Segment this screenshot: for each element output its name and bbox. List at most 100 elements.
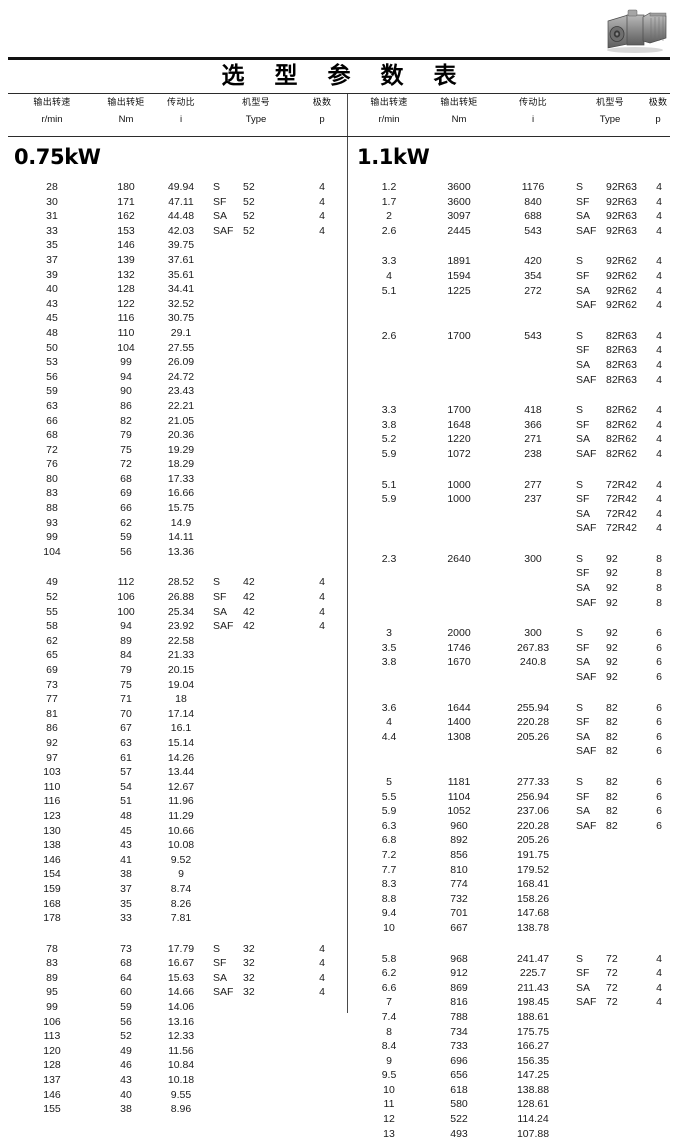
cell-torque: 90 <box>120 385 132 398</box>
cell-torque: 51 <box>120 795 132 808</box>
table-row: 130 45 10.66 <box>8 824 347 839</box>
cell-type: S 82R63 <box>576 329 664 344</box>
cell-poles: 4 <box>656 373 662 386</box>
cell-torque: 1670 <box>447 656 471 669</box>
cell-torque: 892 <box>450 834 468 847</box>
cell-ratio: 42.03 <box>167 224 195 237</box>
cell-ratio: 114.24 <box>517 1113 549 1126</box>
cell-type: SF 92 <box>576 566 664 581</box>
table-row: 72 75 19.29 <box>8 443 347 458</box>
type-series: SF <box>576 195 590 208</box>
cell-torque: 968 <box>450 952 468 965</box>
column-header-torque-cn: 输出转矩 <box>440 98 478 108</box>
column-header-speed-cn: 输出转速 <box>370 98 408 108</box>
cell-poles: 4 <box>319 224 325 237</box>
cell-ratio: 240.8 <box>519 656 547 669</box>
table-row: 5.1 1000 277 S 72R42 4 <box>348 478 670 493</box>
cell-poles: 6 <box>656 701 662 714</box>
table-row: 76 72 18.29 <box>8 457 347 472</box>
table-row: 6.6 869 211.43 SA 72 4 <box>348 981 670 996</box>
column-header-torque: 输出转矩 Nm <box>91 97 161 126</box>
type-series: SA <box>213 605 228 618</box>
column-header-speed: 输出转速 r/min <box>356 97 422 126</box>
type-size: 72 <box>606 981 618 994</box>
type-size: 72R42 <box>606 493 637 506</box>
cell-torque: 94 <box>120 620 132 633</box>
cell-poles: 4 <box>319 591 325 604</box>
cell-speed: 83 <box>46 487 58 500</box>
cell-ratio: 22.21 <box>167 399 195 412</box>
cell-ratio: 241.47 <box>516 952 550 965</box>
table-row: 5.9 1052 237.06 SA 82 6 <box>348 804 670 819</box>
table-row: SAF 92R62 4 <box>348 298 670 313</box>
cell-poles: 6 <box>656 641 662 654</box>
cell-ratio: 15.75 <box>167 502 195 515</box>
cell-type: SA 92 <box>576 655 664 670</box>
cell-ratio: 175.75 <box>516 1025 550 1038</box>
cell-ratio: 13.16 <box>167 1015 195 1028</box>
column-header-torque-unit: Nm <box>118 114 134 125</box>
cell-torque: 1000 <box>447 493 471 506</box>
cell-type: S 72R42 <box>576 478 664 493</box>
cell-speed: 3.8 <box>381 656 397 669</box>
cell-poles: 8 <box>656 596 662 609</box>
cell-poles: 8 <box>656 582 662 595</box>
table-row: 3 2000 300 S 92 6 <box>348 626 670 641</box>
type-series: SAF <box>576 522 597 535</box>
cell-torque: 56 <box>120 545 132 558</box>
cell-ratio: 19.04 <box>167 678 195 691</box>
cell-poles: 4 <box>656 299 662 312</box>
cell-ratio: 37.61 <box>167 253 195 266</box>
cell-torque: 2000 <box>447 627 471 640</box>
group-spacer <box>348 685 670 701</box>
cell-type: SF 92R62 <box>576 269 664 284</box>
cell-poles: 4 <box>656 284 662 297</box>
table-row: 10 618 138.88 <box>348 1083 670 1098</box>
cell-ratio: 14.26 <box>167 751 195 764</box>
type-size: 42 <box>243 620 255 633</box>
cell-ratio: 418 <box>524 404 542 417</box>
cell-poles: 4 <box>656 981 662 994</box>
type-size: 92R63 <box>606 210 637 223</box>
cell-torque: 493 <box>450 1127 468 1140</box>
type-series: SAF <box>576 671 597 684</box>
table-row: 3.8 1648 366 SF 82R62 4 <box>348 418 670 433</box>
cell-poles: 4 <box>656 358 662 371</box>
type-size: 72 <box>606 996 618 1009</box>
cell-torque: 86 <box>120 399 132 412</box>
column-header-poles-cn: 极数 <box>648 98 668 108</box>
cell-type: SAF 72R42 <box>576 521 664 536</box>
cell-speed: 3.8 <box>381 418 397 431</box>
cell-torque: 61 <box>120 751 132 764</box>
cell-speed: 4 <box>386 269 392 282</box>
cell-speed: 40 <box>46 283 58 296</box>
cell-speed: 9.5 <box>381 1069 397 1082</box>
cell-torque: 701 <box>450 907 468 920</box>
cell-ratio: 21.05 <box>167 414 195 427</box>
cell-torque: 171 <box>117 195 135 208</box>
cell-ratio: 188.61 <box>516 1010 550 1023</box>
table-row: 11 580 128.61 <box>348 1097 670 1112</box>
cell-torque: 732 <box>450 892 468 905</box>
table-row: SAF 72R42 4 <box>348 521 670 536</box>
table-row: 50 104 27.55 <box>8 341 347 356</box>
type-series: S <box>576 552 584 565</box>
cell-poles: 6 <box>656 819 662 832</box>
cell-speed: 1.2 <box>381 181 397 193</box>
cell-speed: 43 <box>46 297 58 310</box>
cell-speed: 5.5 <box>381 790 397 803</box>
cell-type: SA 42 <box>213 605 299 620</box>
table-row: 8.4 733 166.27 <box>348 1039 670 1054</box>
cell-ratio: 205.26 <box>516 834 550 847</box>
table-row: 5.1 1225 272 SA 92R62 4 <box>348 284 670 299</box>
cell-speed: 3.3 <box>381 255 397 268</box>
cell-speed: 6.8 <box>381 834 397 847</box>
cell-ratio: 8.74 <box>170 882 192 895</box>
cell-speed: 80 <box>46 472 58 485</box>
table-row: 99 59 14.06 <box>8 1000 347 1015</box>
cell-speed: 56 <box>46 370 58 383</box>
table-row: 99 59 14.11 <box>8 530 347 545</box>
cell-speed: 69 <box>46 664 58 676</box>
cell-speed: 88 <box>46 502 58 515</box>
cell-ratio: 47.11 <box>168 195 194 208</box>
